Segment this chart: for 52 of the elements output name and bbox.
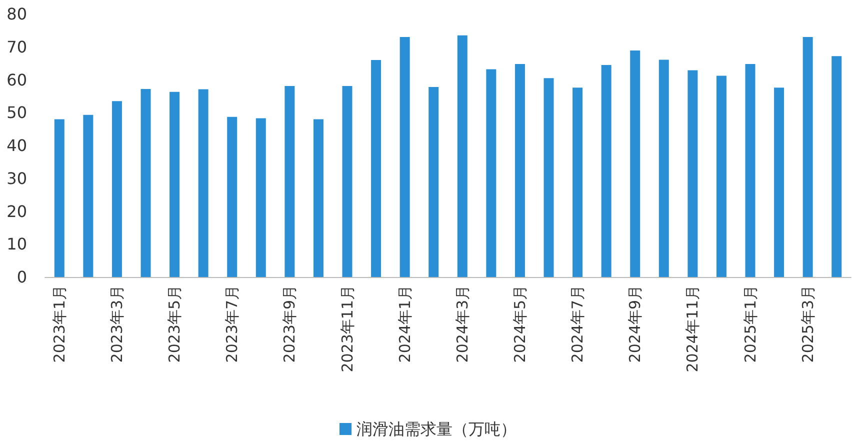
x-tick-label: 2024年9月 [626,285,644,363]
x-tick-label: 2023年3月 [108,285,126,363]
bar [342,86,352,277]
bar [83,114,94,277]
bar [514,64,525,277]
x-tick-label: 2024年7月 [568,285,587,363]
x-tick-label: 2024年11月 [684,285,702,372]
x-tick-label: 2025年1月 [741,285,760,363]
bar [227,116,238,277]
bar [371,60,382,277]
bar [313,119,324,277]
bar [774,88,784,277]
bar [112,101,122,277]
y-tick-label: 10 [6,234,27,254]
y-tick-label: 0 [16,268,27,286]
y-tick-label: 80 [6,4,27,24]
bar [198,89,208,277]
x-tick-label: 2023年11月 [338,285,356,372]
bar [54,119,64,277]
bar [400,37,410,277]
legend-label: 润滑油需求量（万吨） [356,420,516,438]
x-tick-label: 2024年3月 [453,285,472,363]
y-tick-label: 20 [6,202,27,221]
x-tick-label: 2024年5月 [510,285,529,363]
bar [256,118,266,277]
y-tick-label: 60 [6,70,27,90]
bar [544,78,554,277]
bar [284,86,295,277]
y-tick-label: 30 [6,168,27,188]
bar [170,92,180,277]
x-tick-label: 2023年5月 [166,285,184,363]
bar [832,56,842,277]
bar [486,69,496,277]
x-tick-label: 2023年7月 [223,285,242,363]
x-tick-label: 2024年1月 [396,285,414,363]
x-tick-label: 2023年9月 [280,285,299,363]
bar [716,76,726,277]
bar [745,64,756,277]
y-tick-label: 40 [6,136,27,155]
x-tick-label: 2025年3月 [798,285,817,363]
bar [572,88,583,277]
bar [688,70,698,277]
bar [140,88,151,277]
bar [630,50,640,277]
bar [601,64,612,277]
y-tick-label: 70 [6,37,27,56]
bar [457,35,468,277]
bar [428,86,439,277]
y-tick-label: 50 [6,103,27,122]
bar [802,37,813,277]
x-tick-label: 2023年1月 [50,285,68,363]
bar [658,60,669,277]
